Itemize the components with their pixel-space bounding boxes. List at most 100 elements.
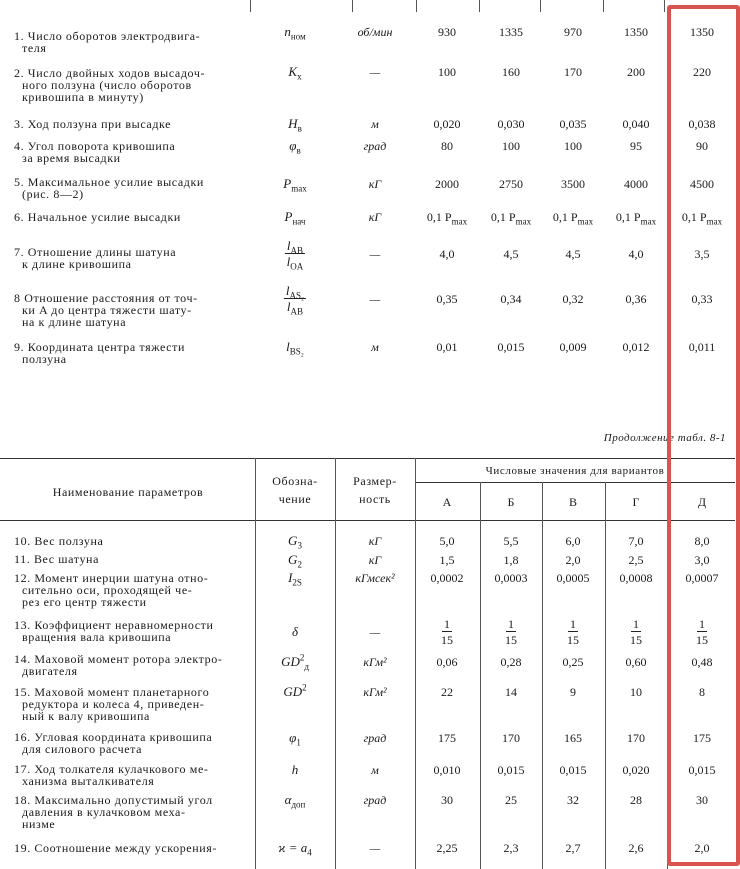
cell-value: 930	[438, 25, 456, 39]
symbol-base: ϰ = a	[278, 840, 308, 855]
row-symbol: Hв	[288, 117, 302, 133]
symbol-sub: 1	[296, 737, 301, 748]
variant-label: Д	[697, 495, 707, 509]
cell-value: 4,5	[503, 247, 519, 261]
row-symbol: G3	[288, 534, 302, 550]
row-unit: —	[369, 625, 381, 639]
numerator: 1	[568, 617, 578, 632]
value-sub: max	[515, 216, 532, 227]
cell-value: 160	[502, 65, 520, 79]
row-label: 19. Соотношение между ускорения-	[14, 841, 217, 855]
row-symbol: lAB lOA	[284, 239, 306, 271]
symbol-base: n	[284, 24, 291, 39]
row-label: 12. Момент инерции шатуна отно-	[14, 571, 209, 585]
symbol-sup: 2	[299, 652, 305, 663]
cell-value: 170	[502, 731, 520, 745]
rule	[352, 0, 353, 12]
row-unit: м	[371, 117, 379, 131]
variant-label: В	[568, 495, 578, 509]
rule	[335, 458, 336, 869]
cell-value: 0,010	[433, 763, 461, 777]
symbol-base: GD	[283, 684, 303, 699]
cell-value: 1 15	[567, 618, 579, 646]
rule	[250, 0, 251, 12]
row-symbol: αдоп	[285, 793, 306, 809]
caption: Продолжение табл. 8-1	[603, 432, 726, 444]
rule	[416, 0, 417, 12]
row-label: ного ползуна (число оборотов	[22, 78, 192, 92]
cell-value: 0,28	[500, 655, 522, 669]
cell-value: 0,1 Pmax	[682, 211, 722, 226]
cell-value: 5,0	[439, 534, 455, 548]
cell-value: 0,32	[562, 292, 584, 306]
cell-value: 0,0007	[685, 571, 719, 585]
row-symbol: h	[291, 762, 299, 777]
rule	[255, 458, 256, 869]
symbol-sub: AB	[290, 306, 304, 317]
cell-value: 4,5	[565, 247, 581, 261]
cell-value: 175	[438, 731, 456, 745]
fraction: lAB lOA	[284, 239, 306, 271]
rule	[603, 0, 604, 12]
cell-value: 14	[505, 685, 517, 699]
cell-value: 0,015	[497, 763, 525, 777]
row-unit: —	[369, 65, 381, 79]
cell-value: 1350	[624, 25, 648, 39]
symbol-base: l	[286, 254, 291, 269]
symbol-sub: 2S	[292, 577, 302, 588]
cell-value: 0,020	[622, 763, 650, 777]
row-label: (рис. 8—2)	[22, 187, 84, 201]
cell-value: 1350	[690, 25, 714, 39]
rule	[0, 520, 735, 521]
cell-value: 3,5	[694, 247, 710, 261]
cell-value: 90	[696, 139, 708, 153]
denominator: 15	[441, 633, 453, 647]
denominator: 15	[630, 633, 642, 647]
fraction: lAS₂ lAB	[283, 284, 307, 316]
row-label: ки A до центра тяжести шату-	[22, 303, 192, 317]
cell-value: 0,015	[559, 763, 587, 777]
symbol-sub: BS₂	[289, 346, 304, 357]
cell-value: 175	[693, 731, 711, 745]
cell-value: 8	[699, 685, 705, 699]
symbol-sub: 3	[297, 540, 302, 551]
cell-value: 0,011	[688, 340, 716, 354]
row-label: вращения вала кривошипа	[22, 630, 172, 644]
fraction: 1 15	[696, 618, 708, 646]
cell-value: 0,0008	[619, 571, 653, 585]
highlight	[667, 5, 740, 866]
row-label: 8 Отношение расстояния от точ-	[14, 291, 198, 305]
value-base: 0,1 P	[552, 210, 578, 224]
cell-value: 0,012	[622, 340, 650, 354]
value-sub: max	[640, 216, 657, 227]
row-label: двигателя	[22, 664, 78, 678]
row-symbol: nном	[284, 24, 305, 41]
header-group: Числовые значения для вариантов	[485, 465, 665, 477]
row-label: 14. Маховой момент ротора электро-	[14, 652, 223, 666]
cell-value: 220	[693, 65, 711, 79]
row-unit: град	[363, 731, 387, 745]
cell-value: 0,1 Pmax	[427, 211, 467, 226]
symbol-sub: max	[291, 183, 307, 194]
cell-value: 1 15	[696, 618, 708, 646]
cell-value: 25	[505, 793, 517, 807]
row-symbol: GD2	[283, 683, 306, 699]
numerator: 1	[506, 617, 516, 632]
cell-value: 2,0	[694, 841, 710, 855]
row-label: 13. Коэффициент неравномерности	[14, 618, 214, 632]
cell-value: 0,020	[433, 117, 461, 131]
header-name: Наименование параметров	[52, 485, 204, 499]
row-label: 7. Отношение длины шатуна	[14, 245, 177, 259]
row-symbol: δ	[292, 625, 298, 638]
row-unit: кГмсек²	[355, 571, 395, 585]
row-unit: град	[363, 139, 387, 153]
row-label: за время высадки	[22, 151, 121, 165]
row-label: 11. Вес шатуна	[14, 552, 99, 566]
cell-value: 0,040	[622, 117, 650, 131]
rule	[479, 0, 480, 12]
denominator: 15	[505, 633, 517, 647]
row-label: 3. Ход ползуна при высадке	[14, 117, 172, 131]
symbol-base: h	[291, 762, 299, 777]
row-symbol: lAS₂ lAB	[283, 284, 307, 316]
